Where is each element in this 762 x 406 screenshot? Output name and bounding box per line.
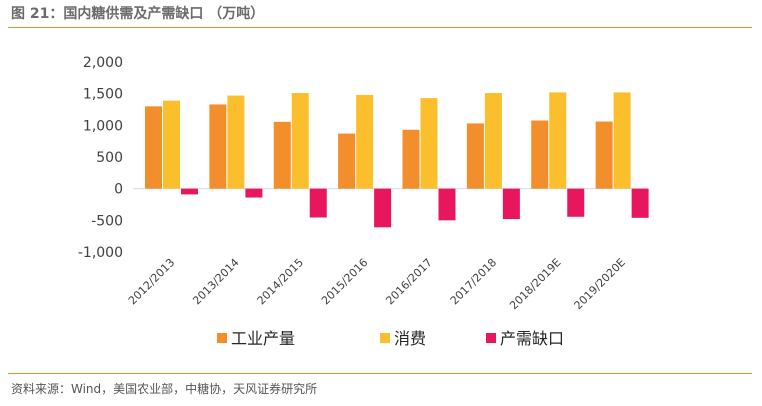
gap-bar <box>181 188 198 195</box>
legend: 工业产量 消费 产需缺口 <box>217 329 564 348</box>
consumption-bar <box>484 93 502 189</box>
figure-title: 图 21：国内糖供需及产需缺口 （万吨） <box>11 6 265 22</box>
gap-bar <box>438 188 456 221</box>
consumption-bar <box>356 94 374 189</box>
consumption-bar <box>549 92 567 189</box>
legend-gap: 产需缺口 <box>486 329 564 348</box>
legend-swatch <box>486 333 496 343</box>
gap-bar <box>245 188 263 198</box>
bar-series <box>145 92 649 228</box>
gap-bar <box>567 188 585 217</box>
x-tick-label: 2018/2019E <box>507 256 563 312</box>
gap-bar <box>309 188 327 218</box>
production-bar <box>338 133 356 189</box>
y-tick-label: 0 <box>114 182 123 198</box>
legend-label: 工业产量 <box>231 329 295 348</box>
y-tick-label: 1,500 <box>83 87 123 103</box>
x-tick-label: 2019/2020E <box>572 256 628 312</box>
legend-label: 消费 <box>394 329 426 348</box>
y-tick-label: 500 <box>96 150 123 166</box>
gap-bar <box>631 188 649 218</box>
consumption-bar <box>420 98 438 189</box>
production-bar <box>595 121 613 189</box>
production-bar <box>273 121 291 189</box>
x-tick-label: 2013/2014 <box>190 256 241 307</box>
x-tick-label: 2012/2013 <box>126 256 177 307</box>
consumption-bar <box>163 100 180 189</box>
production-bar <box>466 123 484 189</box>
x-tick-label: 2017/2018 <box>448 256 499 307</box>
x-tick-label: 2016/2017 <box>383 256 434 307</box>
y-tick-label: 1,000 <box>83 118 123 134</box>
y-tick-label: 2,000 <box>83 55 123 71</box>
y-tick-label: -500 <box>91 213 123 229</box>
y-tick-label: -1,000 <box>78 245 123 261</box>
legend-swatch <box>217 333 227 343</box>
consumption-bar <box>227 95 245 189</box>
legend-consumption: 消费 <box>380 329 426 348</box>
title-divider <box>8 27 752 28</box>
gap-bar <box>374 188 392 228</box>
production-bar <box>209 104 227 189</box>
consumption-bar <box>613 92 631 189</box>
legend-production: 工业产量 <box>217 329 295 348</box>
production-bar <box>531 120 549 189</box>
production-bar <box>145 106 162 189</box>
source-note: 资料来源：Wind，美国农业部，中糖协，天风证券研究所 <box>11 382 318 396</box>
legend-label: 产需缺口 <box>500 329 564 348</box>
x-tick-label: 2014/2015 <box>255 256 306 307</box>
legend-swatch <box>380 333 390 343</box>
footer-divider <box>8 373 752 374</box>
consumption-bar <box>291 93 309 189</box>
gap-bar <box>502 188 520 220</box>
x-axis: 2012/2013 2013/2014 2014/2015 2015/2016 2016… <box>126 256 628 312</box>
y-axis: 2,000 1,500 1,000 500 0 -500 -1,000 <box>78 55 123 261</box>
production-bar <box>402 129 420 189</box>
x-tick-label: 2015/2016 <box>319 256 370 307</box>
